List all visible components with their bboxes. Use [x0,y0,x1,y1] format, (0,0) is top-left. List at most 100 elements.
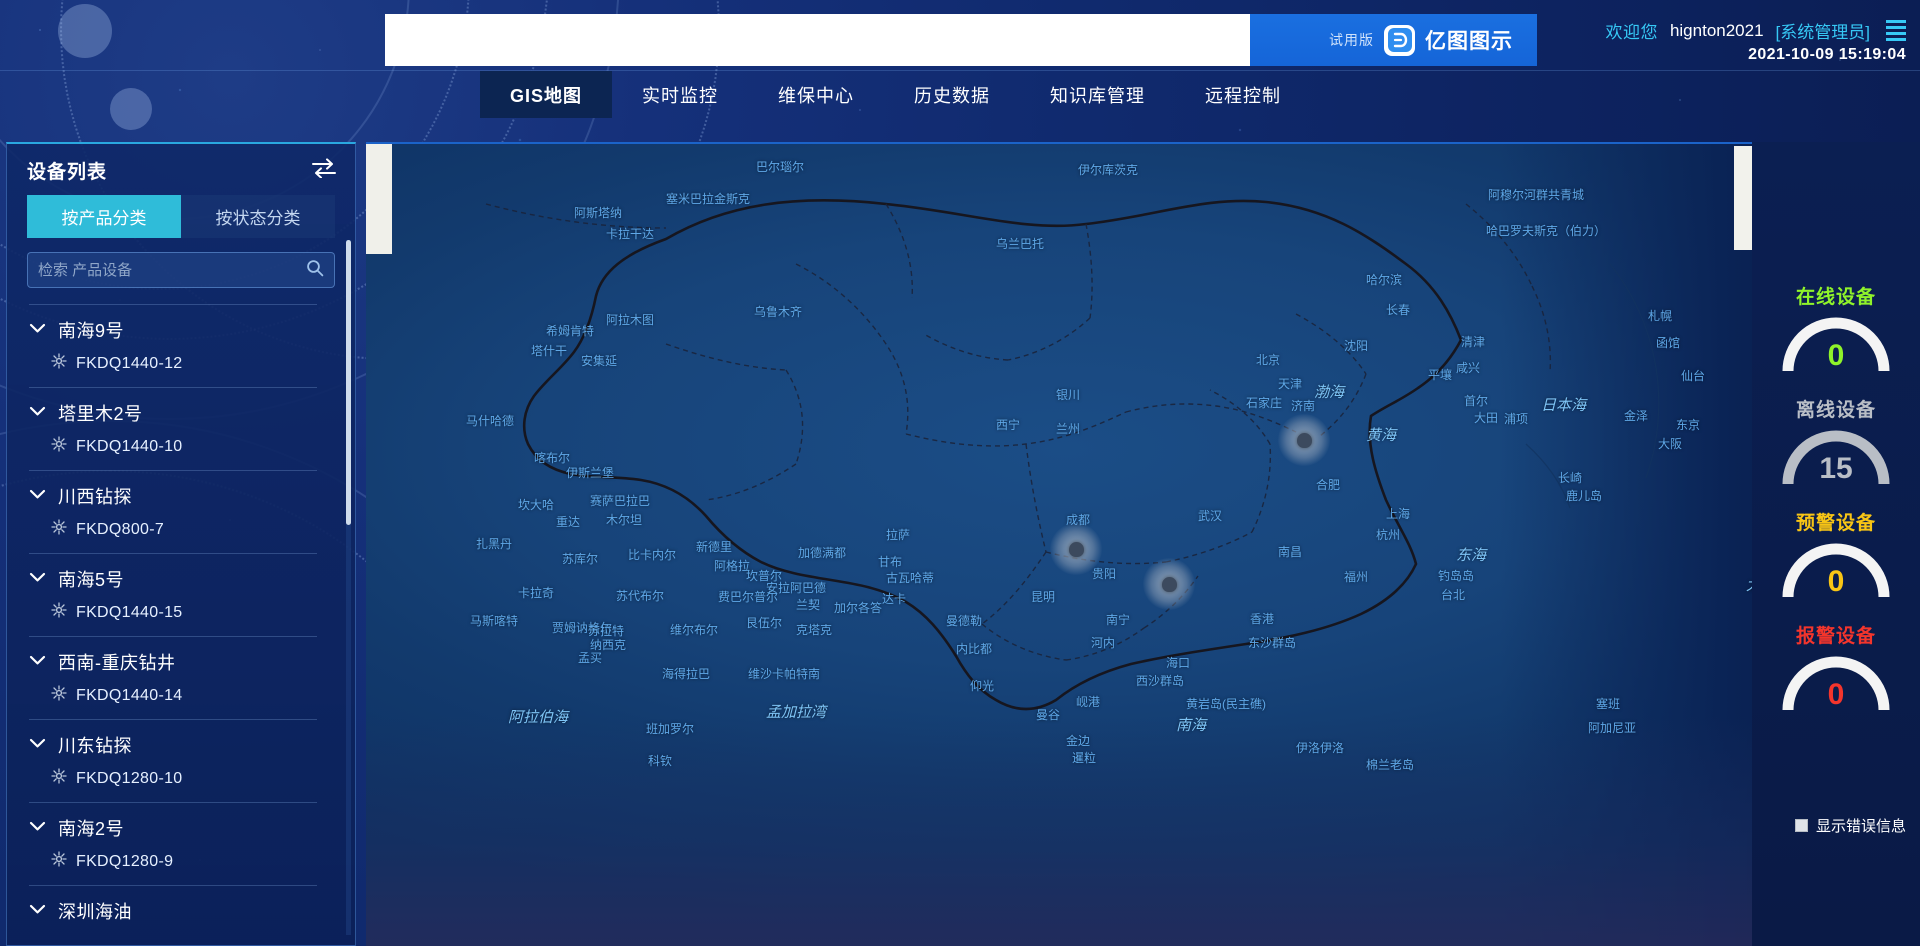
map-label: 曼谷 [1036,708,1061,722]
map-label: 台北 [1441,588,1466,602]
map-label: 科钦 [648,754,673,768]
map-label: 沈阳 [1344,339,1369,353]
map-label: 甘布 [878,555,903,569]
device-group-header[interactable]: 南海9号 [29,305,317,353]
map-label: 艮伍尔 [746,616,783,630]
device-group-header[interactable]: 川西钻探 [29,471,317,519]
map-label: 塞米巴拉金斯克 [666,192,751,206]
map-label: 金泽 [1624,409,1649,423]
nav-item-2[interactable]: 维保中心 [778,85,855,106]
scrollbar-thumb[interactable] [346,240,351,525]
chevron-down-icon[interactable] [29,819,46,837]
map-label: 浦项 [1504,412,1529,426]
map-label: 内比都 [956,642,993,656]
map-label: 坎大哈 [518,498,555,512]
device-group: 西南-重庆钻井 FKDQ1440-14 [29,636,317,719]
map-label: 平壤 [1428,368,1453,382]
map-label: 东海 [1456,547,1487,564]
map-label: 希姆肯特 [546,324,595,338]
map-label: 南宁 [1106,613,1131,627]
device-list-scrollbar[interactable] [346,240,351,935]
stat-online-gauge: 0 [1780,315,1892,373]
map-label: 河内 [1091,636,1116,650]
stat-warning: 预警设备 0 [1761,508,1911,599]
map-label: 鹿儿岛 [1566,489,1603,503]
gis-map[interactable]: 巴尔瑙尔 伊尔库茨克 阿斯塔纳 塞米巴拉金斯克 卡拉干达 乌兰巴托 阿穆尔河群共青城 哈巴罗夫… [366,142,1920,946]
main-nav: GIS地图 实时监控 维保中心 历史数据 知识库管理 远程控制 [0,70,1920,118]
device-item[interactable]: FKDQ1440-12 [29,353,317,387]
device-item[interactable]: FKDQ1280-9 [29,851,317,885]
chevron-down-icon[interactable] [29,570,46,588]
device-marker-xian[interactable] [1278,414,1330,466]
device-group-label: 深圳海油 [58,902,132,922]
chevron-down-icon[interactable] [29,404,46,422]
device-node-icon [51,519,67,540]
chevron-down-icon[interactable] [29,321,46,339]
chevron-down-icon[interactable] [29,653,46,671]
device-search-input[interactable] [38,261,306,279]
map-label: 卡拉奇 [518,586,555,600]
map-label: 贵阳 [1092,567,1117,581]
device-list-tab-1[interactable]: 按状态分类 [181,195,335,238]
map-label: 乌兰巴托 [996,237,1045,251]
list-menu-icon[interactable] [1886,20,1906,41]
decorative-blob-1 [58,4,112,58]
nav-item-1[interactable]: 实时监控 [642,85,719,106]
device-marker-chengdu[interactable] [1050,523,1102,575]
device-list-tab-0[interactable]: 按产品分类 [27,195,181,238]
nav-item-3[interactable]: 历史数据 [914,85,991,106]
show-error-toggle[interactable]: 显示错误信息 [1794,815,1906,836]
map-label: 札幌 [1648,309,1673,323]
map-label: 海口 [1166,656,1191,670]
map-label: 安集延 [581,354,618,368]
search-icon[interactable] [306,259,324,282]
map-label: 济南 [1291,399,1316,413]
device-group-label: 南海5号 [58,570,125,590]
chevron-down-icon[interactable] [29,487,46,505]
device-item[interactable]: FKDQ1280-10 [29,768,317,802]
device-group-header[interactable]: 南海2号 [29,803,317,851]
stat-online-value: 0 [1827,339,1845,372]
map-label: 重达 [556,515,581,529]
map-label: 维沙卡帕特南 [748,667,821,681]
device-group-header[interactable]: 川东钻探 [29,720,317,768]
nav-item-4[interactable]: 知识库管理 [1050,85,1146,106]
map-label: 班加罗尔 [646,722,695,736]
map-label: 乌鲁木齐 [754,305,803,319]
device-marker-changsha[interactable] [1143,558,1195,610]
map-label: 苏代布尔 [616,589,665,603]
device-list-scroll-area[interactable]: 南海9号 FKDQ1440-12 塔里木2号 FKDQ1440-10 川西钻探 FKDQ8… [7,304,355,945]
map-label: 东沙群岛 [1248,636,1297,650]
device-group-header[interactable]: 深圳海油 [29,886,317,934]
device-node-icon [51,353,67,374]
app-header: 试用版 亿图图示 欢迎您 hignton2021 [系统管理员] 2021-10… [0,0,1920,70]
map-label: 克塔克 [796,623,833,637]
map-label: 石家庄 [1246,396,1283,410]
map-label: 岘港 [1076,695,1101,709]
device-group-label: 川西钻探 [58,487,132,507]
map-label: 合肥 [1316,478,1341,492]
chevron-down-icon[interactable] [29,902,46,920]
swap-arrows-icon[interactable] [311,158,337,183]
device-group-label: 南海2号 [58,819,125,839]
chevron-down-icon[interactable] [29,736,46,754]
device-item[interactable]: FKDQ1440-14 [29,685,317,719]
device-node-icon [51,768,67,789]
map-label: 武汉 [1198,509,1223,523]
nav-item-5[interactable]: 远程控制 [1205,85,1282,106]
device-item[interactable]: FKDQ800-7 [29,519,317,553]
nav-item-0[interactable]: GIS地图 [480,71,613,118]
show-error-checkbox[interactable] [1794,819,1808,832]
map-ocean-south [366,716,1920,946]
device-group-header[interactable]: 塔里木2号 [29,388,317,436]
device-group-header[interactable]: 西南-重庆钻井 [29,637,317,685]
map-label: 杭州 [1376,528,1401,542]
show-error-label: 显示错误信息 [1815,818,1906,835]
map-canvas[interactable]: 巴尔瑙尔 伊尔库茨克 阿斯塔纳 塞米巴拉金斯克 卡拉干达 乌兰巴托 阿穆尔河群共青城 哈巴罗夫… [366,144,1920,946]
device-group-header[interactable]: 南海5号 [29,554,317,602]
device-item[interactable]: FKDQ1440-10 [29,436,317,470]
device-search-box[interactable] [27,252,335,288]
device-item[interactable]: FKDQ1440-15 [29,602,317,636]
edraw-brand-name: 亿图图示 [1425,30,1513,53]
